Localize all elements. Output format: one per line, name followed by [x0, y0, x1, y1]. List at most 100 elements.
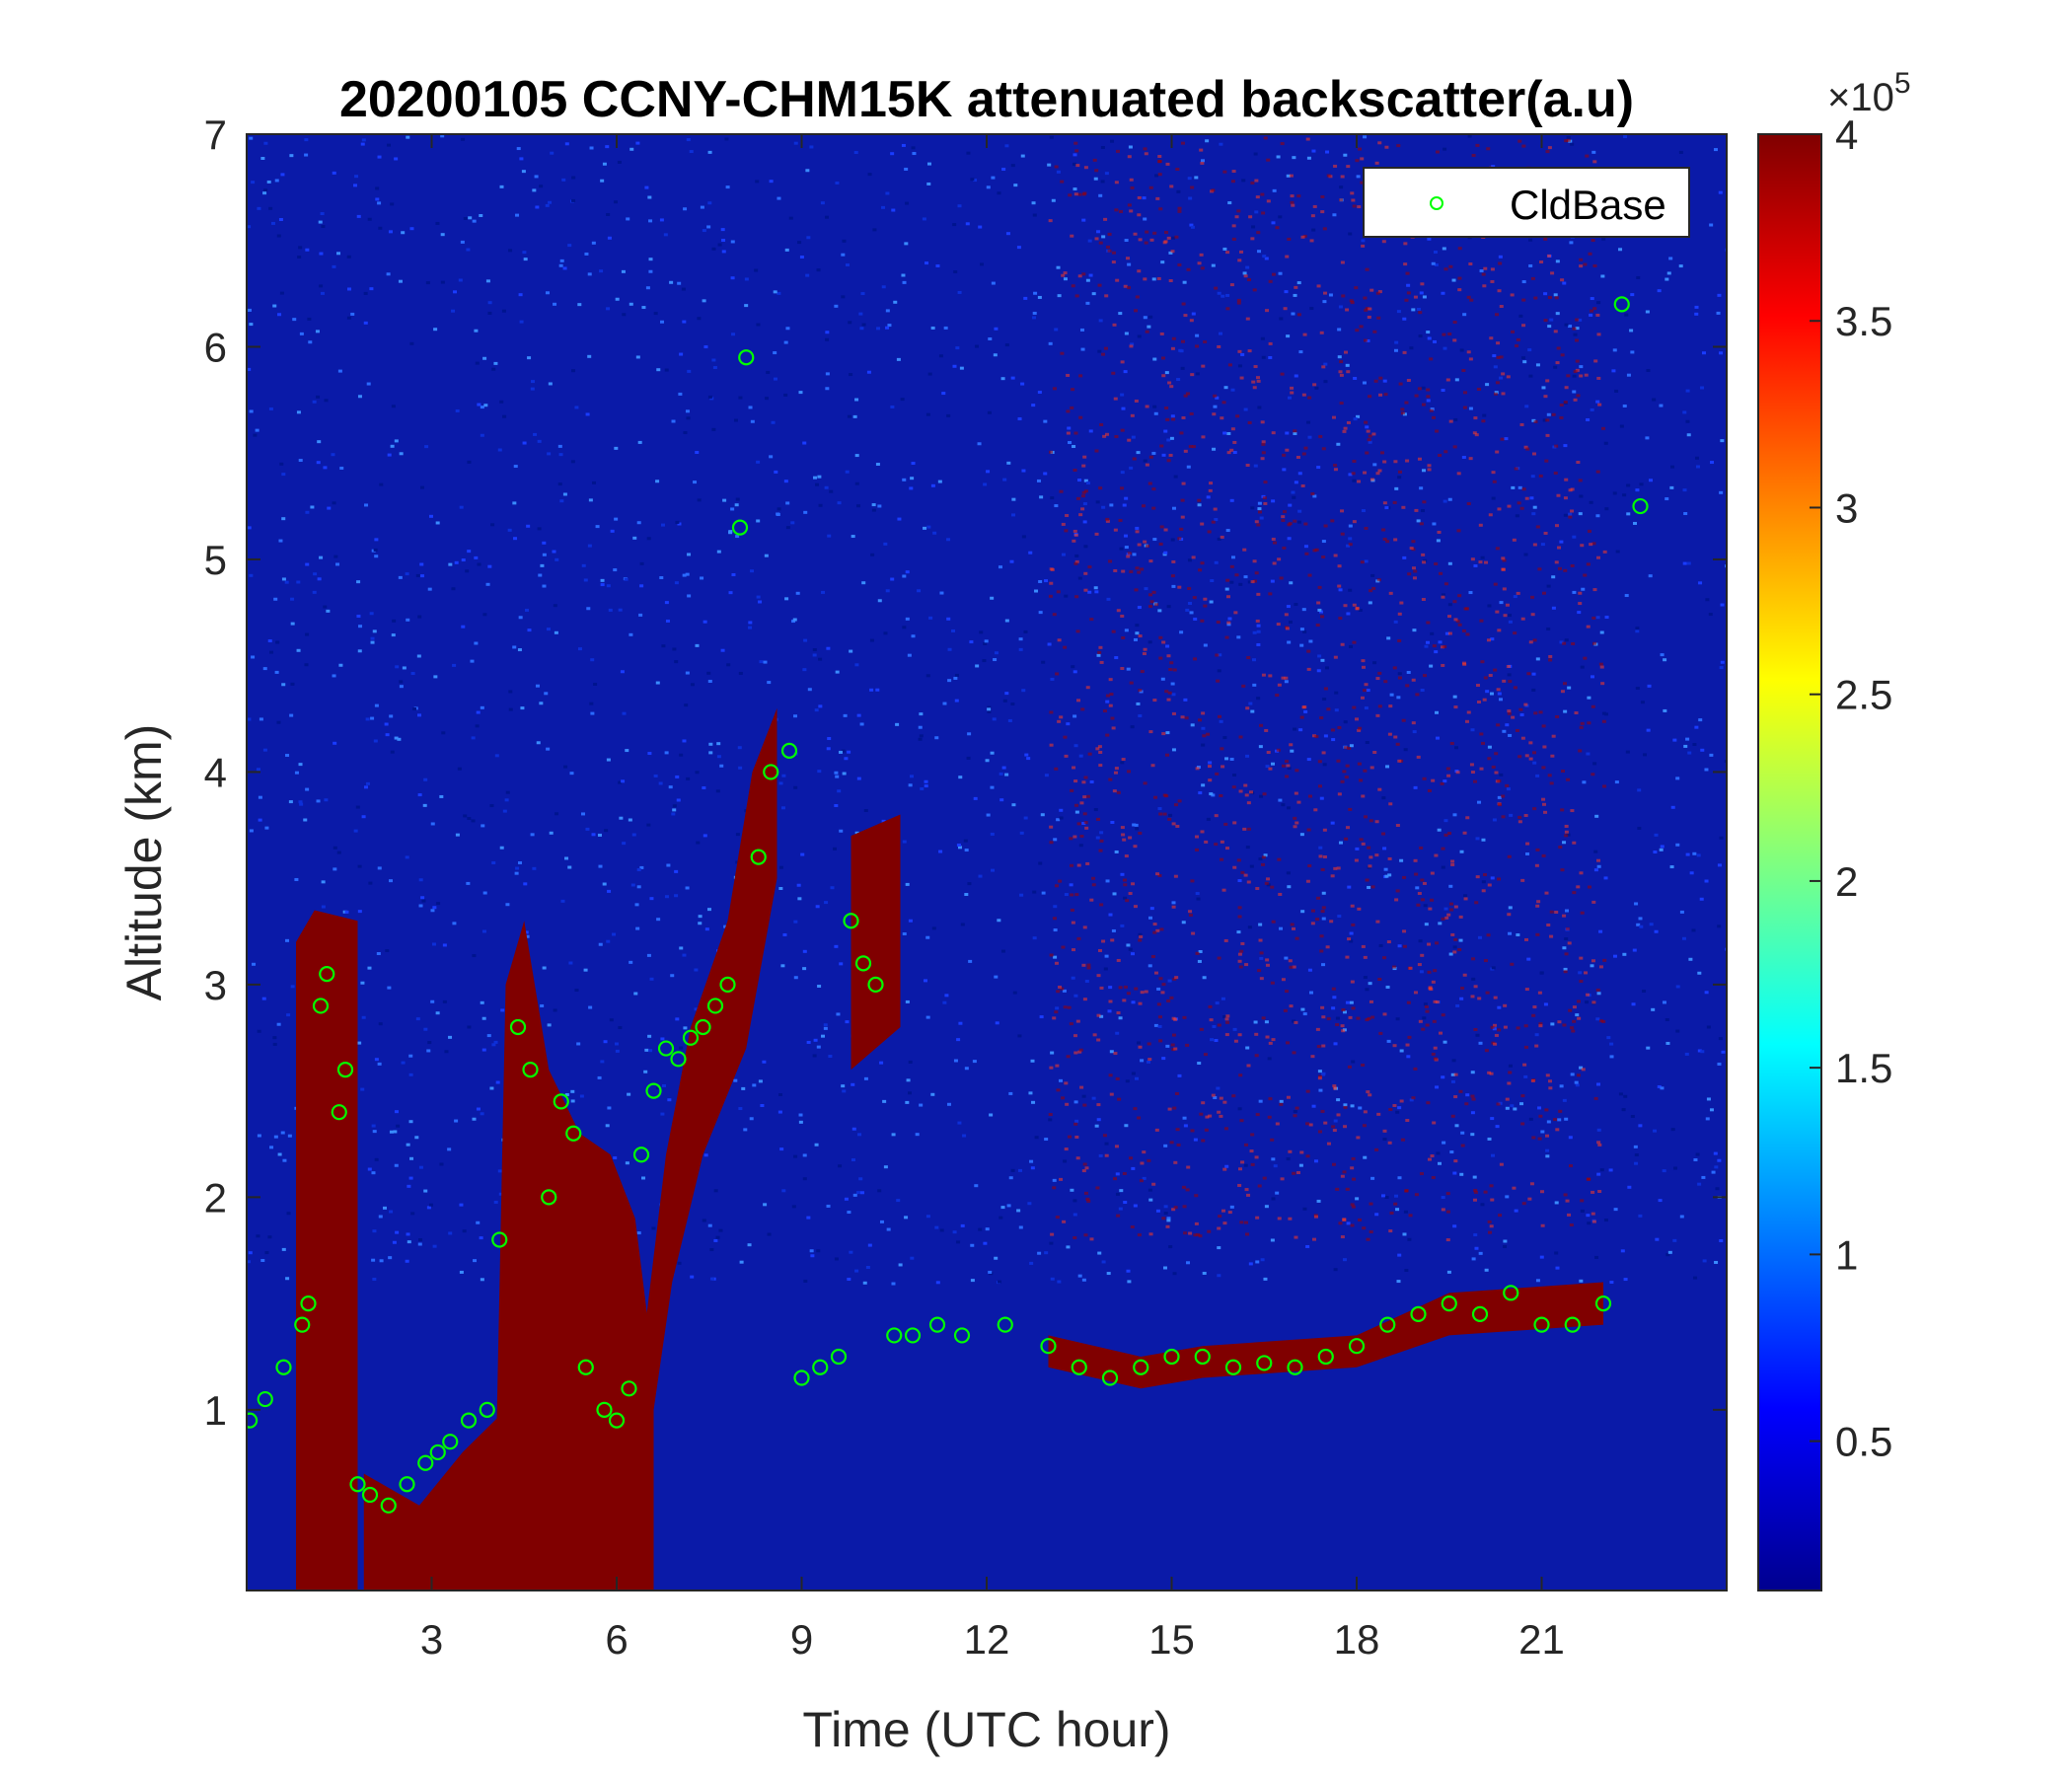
heatmap-cell	[1177, 209, 1182, 213]
heatmap-cell	[828, 1054, 833, 1058]
heatmap-cell	[461, 137, 466, 141]
heatmap-cell	[1089, 898, 1094, 902]
heatmap-cell	[901, 273, 906, 277]
heatmap-cell	[1062, 989, 1067, 993]
heatmap-cell	[1334, 691, 1339, 695]
heatmap-cell	[871, 503, 876, 507]
heatmap-cell	[1486, 933, 1491, 937]
heatmap-cell	[834, 944, 839, 948]
heatmap-cell	[1578, 602, 1583, 606]
heatmap-cell	[1259, 516, 1264, 520]
heatmap-cell	[1307, 435, 1312, 439]
heatmap-cell	[823, 1023, 828, 1027]
heatmap-cell	[1495, 610, 1500, 614]
heatmap-cell	[564, 1093, 569, 1097]
heatmap-cell	[1433, 969, 1438, 973]
heatmap-cell	[289, 713, 294, 717]
heatmap-cell	[399, 452, 404, 456]
heatmap-cell	[1470, 557, 1475, 561]
heatmap-cell	[1039, 1015, 1044, 1019]
heatmap-cell	[418, 878, 423, 882]
heatmap-cell	[1405, 459, 1410, 463]
heatmap-cell	[1284, 680, 1289, 684]
heatmap-cell	[851, 1127, 856, 1131]
cldbase-point	[1287, 1359, 1303, 1375]
heatmap-cell	[1374, 161, 1379, 165]
heatmap-cell	[1519, 1102, 1524, 1106]
heatmap-cell	[960, 1223, 965, 1227]
heatmap-cell	[1530, 276, 1535, 280]
heatmap-cell	[515, 213, 520, 217]
heatmap-cell	[1683, 512, 1688, 516]
heatmap-cell	[1208, 488, 1213, 492]
heatmap-cell	[1249, 1149, 1254, 1153]
heatmap-cell	[690, 683, 695, 687]
heatmap-cell	[588, 498, 593, 502]
heatmap-cell	[1305, 1154, 1310, 1158]
heatmap-cell	[1350, 1223, 1355, 1227]
heatmap-cell	[1697, 971, 1702, 975]
heatmap-cell	[1462, 406, 1467, 409]
heatmap-cell	[1473, 1188, 1478, 1192]
heatmap-cell	[448, 562, 453, 566]
heatmap-cell	[1387, 856, 1392, 860]
heatmap-cell	[1717, 1062, 1722, 1066]
heatmap-cell	[1447, 832, 1452, 836]
heatmap-cell	[1110, 716, 1115, 720]
heatmap-cell	[1443, 267, 1448, 271]
heatmap-cell	[1166, 1217, 1171, 1221]
heatmap-cell	[1335, 1187, 1340, 1191]
heatmap-cell	[1196, 1232, 1201, 1236]
heatmap-cell	[1315, 1027, 1320, 1031]
heatmap-cell	[1167, 817, 1172, 821]
heatmap-cell	[1333, 1119, 1338, 1123]
heatmap-cell	[1063, 277, 1068, 281]
heatmap-cell	[1254, 179, 1259, 183]
heatmap-cell	[1452, 445, 1457, 449]
heatmap-cell	[1464, 1102, 1469, 1106]
heatmap-cell	[1337, 915, 1342, 919]
heatmap-cell	[1369, 478, 1374, 481]
heatmap-cell	[946, 617, 951, 621]
heatmap-cell	[1217, 1226, 1221, 1230]
heatmap-cell	[1006, 1204, 1011, 1208]
heatmap-cell	[435, 221, 440, 225]
heatmap-cell	[1393, 538, 1398, 542]
heatmap-cell	[600, 1060, 605, 1064]
heatmap-cell	[1222, 1221, 1227, 1225]
heatmap-cell	[1166, 698, 1171, 702]
heatmap-cell	[1505, 1097, 1510, 1101]
heatmap-cell	[1133, 1204, 1138, 1208]
heatmap-cell	[1569, 241, 1574, 245]
heatmap-cell	[1319, 796, 1324, 800]
heatmap-cell	[1115, 1172, 1120, 1176]
heatmap-cell	[1259, 956, 1264, 960]
heatmap-cell	[1289, 581, 1294, 585]
heatmap-cell	[1566, 833, 1571, 837]
heatmap-cell	[783, 393, 788, 397]
heatmap-cell	[405, 855, 409, 859]
heatmap-cell	[1231, 224, 1236, 228]
heatmap-cell	[1104, 1142, 1109, 1146]
heatmap-cell	[1519, 713, 1524, 717]
heatmap-cell	[1555, 714, 1560, 718]
heatmap-cell	[1121, 833, 1126, 837]
heatmap-cell	[1109, 139, 1114, 143]
heatmap-cell	[1261, 211, 1266, 215]
heatmap-cell	[1050, 1051, 1055, 1055]
heatmap-cell	[974, 344, 979, 348]
heatmap-cell	[1404, 401, 1409, 405]
heatmap-cell	[1225, 1014, 1230, 1018]
heatmap-cell	[1317, 585, 1322, 589]
heatmap-cell	[548, 382, 553, 386]
heatmap-cell	[806, 1216, 811, 1220]
heatmap-cell	[1266, 158, 1271, 162]
heatmap-cell	[953, 1059, 958, 1063]
heatmap-cell	[1172, 1106, 1177, 1110]
heatmap-cell	[1377, 671, 1382, 675]
heatmap-cell	[670, 974, 675, 978]
heatmap-cell	[1063, 735, 1068, 739]
heatmap-cell	[1170, 250, 1175, 254]
heatmap-cell	[1255, 1216, 1260, 1220]
heatmap-cell	[1477, 701, 1482, 704]
